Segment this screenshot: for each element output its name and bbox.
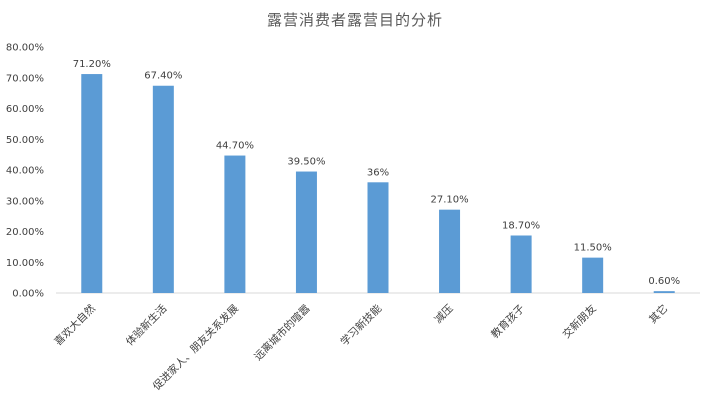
data-label: 11.50% <box>574 243 612 254</box>
data-label: 67.40% <box>144 71 182 82</box>
x-category-label: 交新朋友 <box>560 302 599 341</box>
data-label: 27.10% <box>430 195 468 206</box>
y-tick-label: 40.00% <box>6 166 44 177</box>
x-category-label: 减压 <box>432 302 456 326</box>
data-label: 18.70% <box>502 220 540 231</box>
y-tick-label: 30.00% <box>6 196 44 207</box>
bar <box>295 171 317 293</box>
bar <box>653 291 675 293</box>
y-tick-label: 50.00% <box>6 135 44 146</box>
data-label: 0.60% <box>648 276 680 287</box>
y-tick-label: 80.00% <box>6 43 44 54</box>
bar <box>81 74 103 293</box>
bar <box>582 257 604 293</box>
x-category-label: 教育孩子 <box>488 302 527 341</box>
x-category-label: 体验新生活 <box>123 302 170 349</box>
bar <box>439 209 461 293</box>
data-label: 36% <box>367 167 389 178</box>
bar <box>152 85 174 294</box>
chart-title: 露营消费者露营目的分析 <box>266 11 443 29</box>
data-label: 71.20% <box>73 59 111 70</box>
y-tick-label: 0.00% <box>12 289 44 300</box>
x-category-label: 其它 <box>646 302 670 326</box>
y-tick-label: 60.00% <box>6 104 44 115</box>
y-tick-label: 10.00% <box>6 258 44 269</box>
y-tick-label: 20.00% <box>6 227 44 238</box>
x-category-label: 喜欢大自然 <box>52 302 99 349</box>
bar <box>367 182 389 293</box>
x-category-label: 远离城市的喧嚣 <box>251 302 312 363</box>
y-tick-label: 70.00% <box>6 73 44 84</box>
data-label: 44.70% <box>216 141 254 152</box>
bar <box>224 155 246 293</box>
data-label: 39.50% <box>287 157 325 168</box>
bar <box>510 235 532 293</box>
x-category-label: 学习新技能 <box>338 302 385 349</box>
